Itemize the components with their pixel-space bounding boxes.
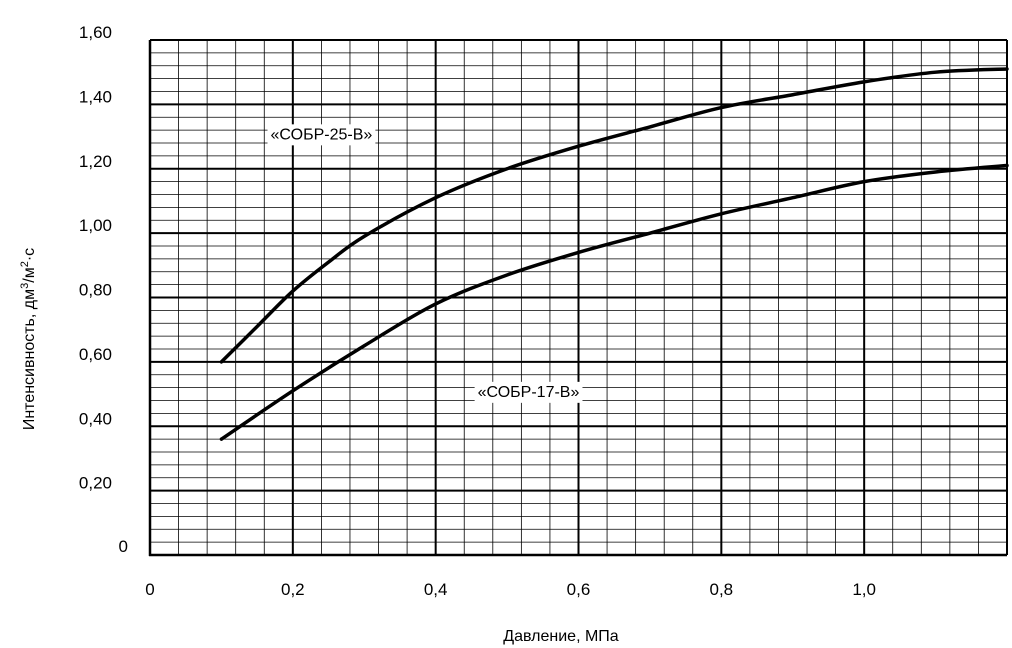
x-tick-label: 0 (145, 580, 154, 599)
axes (148, 40, 1007, 557)
series-label-bg (474, 381, 583, 403)
y-axis-label-tail: ·с (21, 248, 38, 261)
x-tick-label: 0,8 (710, 580, 734, 599)
series-label-sobr-25-v: «СОБР-25-В» (267, 124, 376, 146)
series-label-bg (267, 124, 376, 146)
y-tick-label: 0,80 (79, 281, 112, 300)
y-tick-label: 1,00 (79, 216, 112, 235)
y-tick-label: 1,60 (79, 23, 112, 42)
y-tick-label: 0,40 (79, 409, 112, 428)
y-tick-label: 1,20 (79, 152, 112, 171)
series-lines (219, 67, 1009, 441)
x-tick-labels: 0 0,2 0,4 0,6 0,8 1,0 (145, 580, 876, 599)
y-tick-label: 0,20 (79, 474, 112, 493)
x-tick-label: 1,0 (852, 580, 876, 599)
series-labels: «СОБР-25-В» «СОБР-17-В» (267, 124, 583, 403)
x-axis-label: Давление, МПа (503, 628, 618, 645)
y-tick-labels: 0 0,20 0,40 0,60 0,80 1,00 1,20 1,40 1,60 (79, 23, 128, 556)
x-tick-label: 0,6 (567, 580, 591, 599)
y-tick-label: 0,60 (79, 345, 112, 364)
y-axis-label-sup2: 2 (19, 261, 31, 267)
y-axis-label-base: Интенсивность, дм (21, 289, 38, 430)
x-tick-label: 0,2 (281, 580, 305, 599)
y-axis-label: Интенсивность, дм3/м2·с (19, 248, 38, 430)
x-tick-label: 0,4 (424, 580, 448, 599)
y-tick-label: 1,40 (79, 87, 112, 106)
y-tick-label: 0 (119, 537, 128, 556)
y-axis-label-sup1: 3 (19, 283, 31, 289)
series-label-text: «СОБР-25-В» (271, 126, 373, 143)
series-line-sobr-25-v (219, 67, 1009, 364)
series-line-sobr-17-v (219, 163, 1009, 441)
series-label-text: «СОБР-17-В» (478, 384, 580, 401)
y-axis-label-mid: /м (21, 267, 38, 282)
series-label-sobr-17-v: «СОБР-17-В» (474, 381, 583, 403)
